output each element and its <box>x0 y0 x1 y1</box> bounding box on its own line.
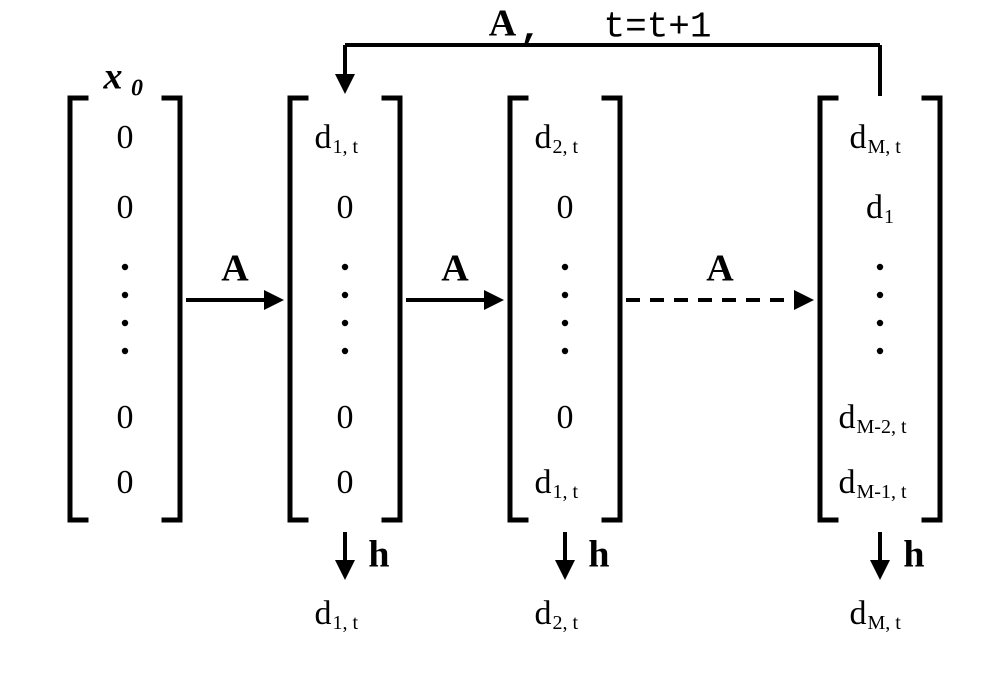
arrow-2: A <box>626 248 814 310</box>
vector-2: d2, t00d1, t <box>510 98 620 520</box>
arrow-label-2: A <box>706 248 734 290</box>
h-label-3: h <box>903 534 924 576</box>
vec2-row1: 0 <box>557 189 574 226</box>
svg-text:M-2, t: M-2, t <box>857 416 907 438</box>
vec0-row4: 0 <box>117 464 134 501</box>
svg-text:0: 0 <box>131 76 143 102</box>
output-3: hdM, t <box>850 532 925 634</box>
arrow-label-0: A <box>221 248 249 290</box>
svg-text:2, t: 2, t <box>553 612 579 634</box>
out-d-2: d2, t <box>535 595 579 634</box>
output-1: hd1, t <box>315 532 390 634</box>
svg-text:d: d <box>839 399 856 436</box>
output-2: hd2, t <box>535 532 610 634</box>
out-d-3: dM, t <box>850 595 902 634</box>
vec1-row0: d1, t <box>315 119 359 158</box>
fb-A: A <box>489 3 517 45</box>
vec3-row4: dM-1, t <box>839 464 907 503</box>
bracket-0 <box>70 98 180 520</box>
vdots-2 <box>562 264 568 354</box>
out-d-1: d1, t <box>315 595 359 634</box>
vec3-row3: dM-2, t <box>839 399 907 438</box>
bracket-2 <box>510 98 620 520</box>
svg-text:d: d <box>315 119 332 156</box>
svg-text:d: d <box>535 119 552 156</box>
arrow-label-1: A <box>441 248 469 290</box>
svg-text:d: d <box>535 595 552 632</box>
vec2-row3: 0 <box>557 399 574 436</box>
feedback-arrow: A, t=t+1 <box>335 3 880 96</box>
svg-text:d: d <box>535 464 552 501</box>
svg-text:d: d <box>315 595 332 632</box>
vector-1: d1, t 0 0 0 <box>290 98 400 520</box>
svg-text:M, t: M, t <box>868 136 902 158</box>
vec2-row4: d1, t <box>535 464 579 503</box>
svg-text:2, t: 2, t <box>553 136 579 158</box>
vec0-row3: 0 <box>117 399 134 436</box>
arrow-1: A <box>406 248 504 310</box>
vec1-row1: 0 <box>337 189 354 226</box>
bracket-1 <box>290 98 400 520</box>
fb-eq: t=t+1 <box>603 7 711 48</box>
h-label-1: h <box>368 534 389 576</box>
svg-text:d: d <box>850 119 867 156</box>
vec0-row0: 0 <box>117 119 134 156</box>
svg-text:1: 1 <box>884 206 894 228</box>
vec2-row0: d2, t <box>535 119 579 158</box>
svg-text:M, t: M, t <box>868 612 902 634</box>
h-label-2: h <box>588 534 609 576</box>
svg-text:M-1, t: M-1, t <box>857 481 907 503</box>
svg-text:1, t: 1, t <box>553 481 579 503</box>
vector-3: dM, td1dM-2, tdM-1, t <box>820 98 940 520</box>
svg-text:d: d <box>850 595 867 632</box>
vec1-row4: 0 <box>337 464 354 501</box>
bracket-3 <box>820 98 940 520</box>
svg-text:1, t: 1, t <box>333 136 359 158</box>
vdots-3 <box>877 264 883 354</box>
vec1-row3: 0 <box>337 399 354 436</box>
svg-text:x: x <box>103 56 123 98</box>
svg-text:1, t: 1, t <box>333 612 359 634</box>
svg-text:d: d <box>839 464 856 501</box>
x0-label: x0 <box>103 56 144 102</box>
vdots-1 <box>342 264 348 354</box>
vec3-row0: dM, t <box>850 119 902 158</box>
svg-text:d: d <box>866 189 883 226</box>
vec3-row1: d1 <box>866 189 894 228</box>
vdots-0 <box>122 264 128 354</box>
arrow-0: A <box>186 248 284 310</box>
vector-0: 0 0 0 0 <box>70 98 180 520</box>
fb-comma: , <box>519 8 542 51</box>
vec0-row1: 0 <box>117 189 134 226</box>
